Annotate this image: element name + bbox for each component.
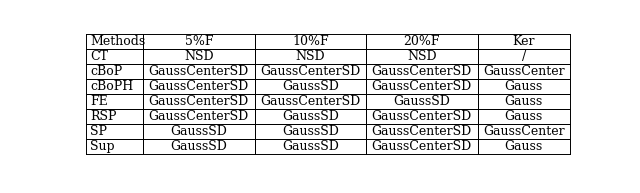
Text: GaussCenterSD: GaussCenterSD [148,110,249,123]
Text: GaussCenterSD: GaussCenterSD [148,65,249,78]
Text: GaussSD: GaussSD [170,125,227,138]
Text: GaussCenterSD: GaussCenterSD [148,95,249,108]
Text: CT: CT [90,50,108,63]
Text: NSD: NSD [407,50,436,63]
Text: GaussSD: GaussSD [282,140,339,153]
Text: Ker: Ker [513,35,535,48]
Text: cBoP: cBoP [90,65,122,78]
Text: 5%F: 5%F [184,35,213,48]
Text: cBoPH: cBoPH [90,80,133,93]
Text: GaussCenterSD: GaussCenterSD [372,125,472,138]
Text: Gauss: Gauss [505,80,543,93]
Text: SP: SP [90,125,107,138]
Text: Gauss: Gauss [505,140,543,153]
Text: NSD: NSD [296,50,325,63]
Text: FE: FE [90,95,108,108]
Text: 20%F: 20%F [404,35,440,48]
Text: GaussCenterSD: GaussCenterSD [148,80,249,93]
Text: GaussCenterSD: GaussCenterSD [372,110,472,123]
Text: GaussCenterSD: GaussCenterSD [260,65,360,78]
Text: GaussSD: GaussSD [282,125,339,138]
Text: GaussCenter: GaussCenter [483,65,564,78]
Text: Sup: Sup [90,140,115,153]
Text: GaussCenterSD: GaussCenterSD [372,140,472,153]
Text: /: / [522,50,526,63]
Text: Gauss: Gauss [505,110,543,123]
Text: GaussCenterSD: GaussCenterSD [372,65,472,78]
Text: Gauss: Gauss [505,95,543,108]
Text: GaussCenterSD: GaussCenterSD [372,80,472,93]
Text: GaussSD: GaussSD [170,140,227,153]
Text: GaussSD: GaussSD [282,80,339,93]
Text: GaussSD: GaussSD [282,110,339,123]
Text: NSD: NSD [184,50,214,63]
Text: RSP: RSP [90,110,116,123]
Text: GaussCenterSD: GaussCenterSD [260,95,360,108]
Text: GaussSD: GaussSD [394,95,451,108]
Text: GaussCenter: GaussCenter [483,125,564,138]
Text: Methods: Methods [90,35,145,48]
Text: 10%F: 10%F [292,35,328,48]
